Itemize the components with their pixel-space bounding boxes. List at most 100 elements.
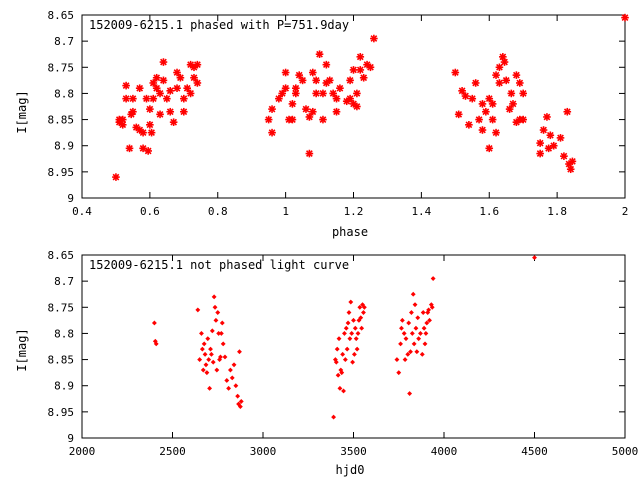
data-point — [482, 107, 490, 116]
data-point — [308, 68, 317, 77]
data-point — [488, 100, 497, 108]
data-point — [166, 107, 175, 116]
data-point — [492, 71, 500, 79]
data-point — [563, 107, 572, 116]
data-point — [512, 71, 521, 79]
data-point — [159, 58, 168, 66]
data-point — [458, 87, 466, 95]
data-point — [454, 110, 463, 119]
data-point — [492, 128, 500, 137]
data-point — [478, 100, 487, 108]
data-point — [471, 79, 480, 87]
data-point — [621, 13, 629, 22]
data-point — [560, 152, 568, 160]
data-point — [295, 71, 304, 79]
data-point — [360, 302, 365, 308]
x-tick-label: 2500 — [159, 445, 186, 458]
data-point — [222, 354, 228, 360]
data-point — [153, 341, 159, 347]
data-point — [424, 320, 430, 326]
data-point — [343, 325, 349, 331]
data-point — [407, 391, 413, 396]
data-point — [146, 121, 154, 129]
data-point — [207, 385, 213, 391]
data-point — [206, 357, 212, 362]
data-point — [112, 173, 120, 181]
data-point — [485, 144, 494, 153]
data-point — [402, 357, 408, 362]
data-point — [214, 367, 220, 373]
data-point — [173, 68, 181, 77]
unphased-light-curve-chart: 152009-6215.1 not phased light curve hjd… — [15, 249, 638, 477]
data-point — [358, 315, 364, 321]
data-point — [226, 385, 232, 391]
data-point — [348, 299, 354, 305]
data-point — [356, 66, 365, 74]
data-point — [193, 79, 202, 87]
x-axis-label: hjd0 — [336, 463, 365, 477]
data-point — [319, 115, 327, 124]
x-tick-label: 1.8 — [547, 205, 567, 218]
data-point — [396, 370, 402, 376]
data-point — [410, 291, 416, 297]
data-point — [349, 66, 358, 74]
x-tick-label: 4500 — [521, 445, 548, 458]
data-point — [180, 107, 188, 116]
data-points — [151, 255, 537, 420]
data-point — [418, 331, 423, 336]
data-point — [135, 84, 144, 92]
data-point — [231, 362, 237, 368]
data-point — [546, 131, 555, 140]
data-point — [199, 331, 204, 336]
data-point — [421, 325, 427, 331]
data-point — [212, 304, 218, 310]
y-tick-label: 8.9 — [54, 380, 74, 393]
data-point — [235, 393, 241, 399]
data-point — [220, 341, 226, 347]
data-point — [409, 331, 415, 336]
data-point — [122, 94, 130, 103]
data-point — [218, 331, 224, 336]
y-axis-label: I[mag] — [15, 90, 29, 133]
y-tick-label: 8.65 — [48, 9, 75, 22]
data-point — [139, 128, 147, 137]
data-point — [346, 94, 354, 103]
y-tick-label: 9 — [67, 192, 74, 205]
data-point — [288, 100, 297, 108]
data-point — [199, 346, 205, 352]
data-point — [352, 325, 358, 331]
data-point — [357, 304, 363, 310]
data-point — [485, 94, 494, 103]
data-point — [233, 383, 239, 389]
data-point — [312, 76, 320, 85]
data-point — [401, 331, 407, 336]
data-point — [353, 102, 361, 111]
data-point — [268, 105, 276, 113]
data-point — [346, 76, 354, 85]
data-point — [499, 53, 507, 61]
data-point — [354, 346, 360, 352]
data-point — [430, 276, 436, 281]
data-point — [288, 115, 297, 124]
data-point — [335, 372, 341, 378]
x-tick-label: 1 — [282, 205, 289, 218]
data-point — [211, 294, 217, 300]
x-tick-label: 1.6 — [479, 205, 499, 218]
data-point — [305, 149, 314, 158]
plot-frame — [81, 254, 626, 439]
data-point — [341, 388, 346, 394]
data-point — [532, 255, 537, 261]
data-point — [345, 320, 351, 326]
data-point — [488, 115, 497, 124]
data-point — [339, 370, 345, 376]
data-point — [227, 367, 233, 373]
data-point — [332, 107, 341, 116]
data-point — [156, 89, 164, 98]
data-point — [152, 84, 161, 92]
data-point — [308, 107, 317, 116]
data-point — [515, 79, 524, 87]
y-tick-label: 8.95 — [48, 406, 75, 419]
data-point — [406, 320, 412, 326]
data-point — [213, 317, 219, 323]
data-point — [344, 346, 350, 352]
